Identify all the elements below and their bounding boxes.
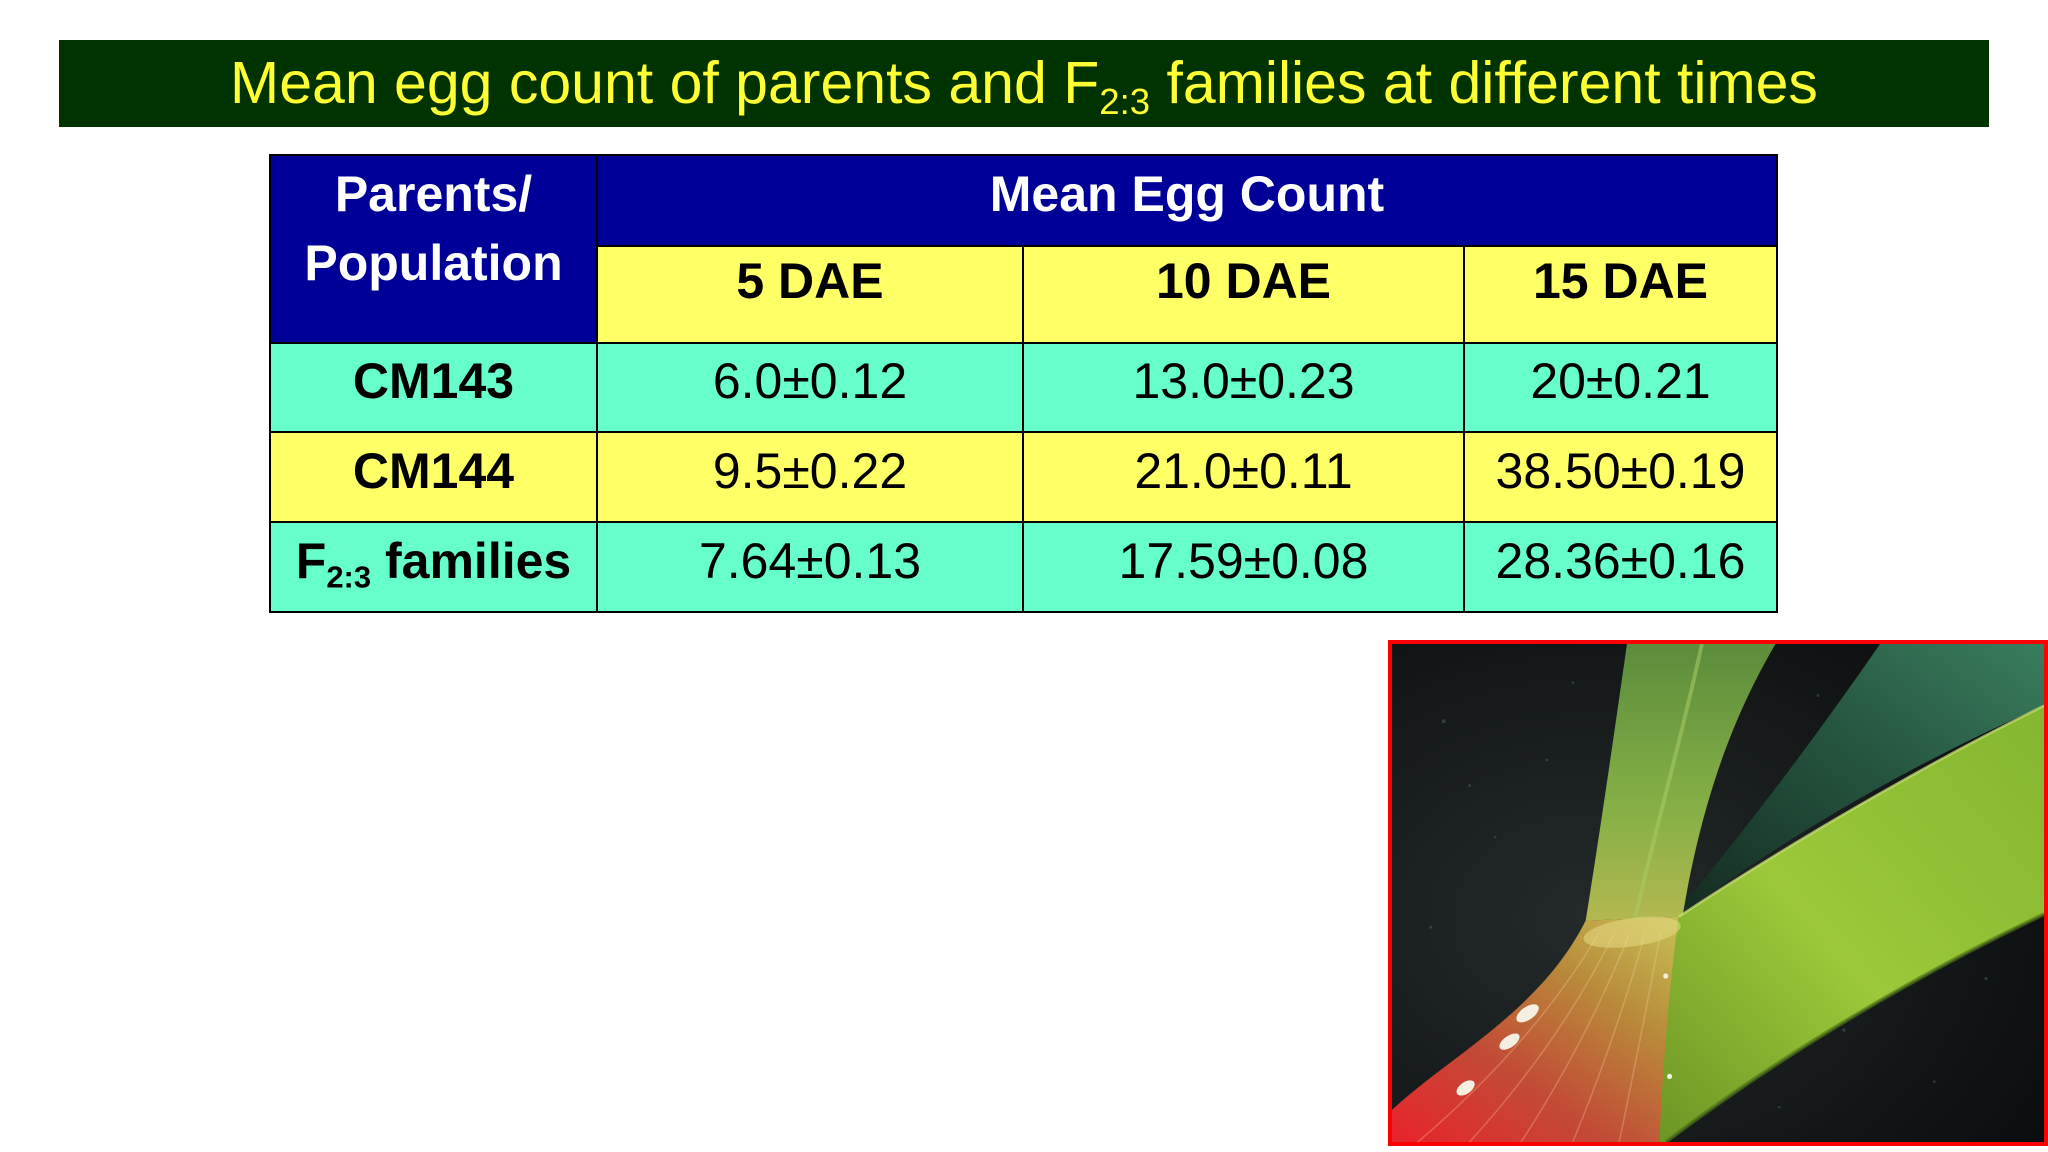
sheath-veins xyxy=(1417,933,1662,1142)
slide-title-bar: Mean egg count of parents and F2:3 famil… xyxy=(59,40,1989,127)
table-cell: 7.64±0.13 xyxy=(596,521,1024,613)
table-row: CM143 6.0±0.12 13.0±0.23 20±0.21 xyxy=(269,342,1778,433)
vein xyxy=(1520,933,1631,1142)
table-cell: 21.0±0.11 xyxy=(1022,431,1465,523)
leaf-blade-lower-edge xyxy=(1664,912,2044,1142)
column-header-10-dae: 10 DAE xyxy=(1022,245,1465,344)
table-row: F2:3 families 7.64±0.13 17.59±0.08 28.36… xyxy=(269,521,1778,613)
slide-title-subscript: 2:3 xyxy=(1099,80,1151,122)
header-parents-population: Parents/Population xyxy=(269,154,598,344)
vein xyxy=(1417,933,1600,1142)
speckle xyxy=(1493,835,1497,839)
plant-stem-photo xyxy=(1388,640,2048,1146)
row-label: F2:3 families xyxy=(269,521,598,613)
speckle xyxy=(1545,758,1549,762)
leaf-blade-edge xyxy=(1677,704,2044,918)
vein xyxy=(1618,933,1662,1142)
table-cell: 6.0±0.12 xyxy=(596,342,1024,433)
row-label: CM143 xyxy=(269,342,598,433)
egg xyxy=(1499,1033,1520,1050)
stem-node-highlight xyxy=(1583,916,1681,948)
speckle xyxy=(1571,681,1575,684)
speckle xyxy=(1816,694,1820,697)
vein xyxy=(1468,933,1615,1142)
table-cell: 20±0.21 xyxy=(1463,342,1778,433)
slide-title-text: Mean egg count of parents and F xyxy=(230,50,1100,116)
dark-leaf-blade xyxy=(1669,644,2044,921)
speckle xyxy=(1468,784,1471,787)
header-parents-line: Parents/ xyxy=(334,166,533,222)
egg xyxy=(1667,1073,1673,1079)
egg xyxy=(1516,1004,1539,1023)
slide-title-text-after: families at different times xyxy=(1150,50,1818,116)
speckle xyxy=(1932,1080,1936,1083)
background-speckles xyxy=(1429,681,1988,1109)
table-cell: 17.59±0.08 xyxy=(1022,521,1465,613)
row-label-subscript: 2:3 xyxy=(326,558,372,594)
column-header-15-dae: 15 DAE xyxy=(1463,245,1778,344)
table-header-row: Parents/Population Mean Egg Count xyxy=(269,154,1778,344)
header-population-line: Population xyxy=(304,235,563,291)
column-header-5-dae: 5 DAE xyxy=(596,245,1024,344)
bright-leaf-blade xyxy=(1659,705,2044,1142)
table-row: CM144 9.5±0.22 21.0±0.11 38.50±0.19 xyxy=(269,431,1778,523)
egg xyxy=(1456,1080,1475,1096)
speckle xyxy=(1441,719,1446,724)
table-cell: 9.5±0.22 xyxy=(596,431,1024,523)
mean-egg-count-table: Parents/Population Mean Egg Count 5 DAE … xyxy=(269,154,1778,613)
upper-stem xyxy=(1585,644,1776,921)
table-cell: 28.36±0.16 xyxy=(1463,521,1778,613)
slide-title: Mean egg count of parents and F2:3 famil… xyxy=(230,54,1818,120)
speckle xyxy=(1984,977,1988,981)
row-label: CM144 xyxy=(269,431,598,523)
row-label-text: F xyxy=(295,532,327,589)
stem-midrib xyxy=(1632,644,1704,920)
table-cell: 38.50±0.19 xyxy=(1463,431,1778,523)
speckle xyxy=(1842,1028,1846,1032)
header-mean-egg-count: Mean Egg Count xyxy=(596,154,1778,247)
speckle xyxy=(1778,1105,1781,1109)
table-cell: 13.0±0.23 xyxy=(1022,342,1465,433)
speckle xyxy=(1429,925,1433,929)
insect-eggs xyxy=(1456,973,1673,1096)
vein xyxy=(1572,933,1646,1142)
plant-stem-image xyxy=(1392,644,2044,1142)
egg xyxy=(1663,973,1669,979)
row-label-text-after: families xyxy=(371,532,572,589)
table-subheader-row: 5 DAE 10 DAE 15 DAE xyxy=(270,245,1778,344)
